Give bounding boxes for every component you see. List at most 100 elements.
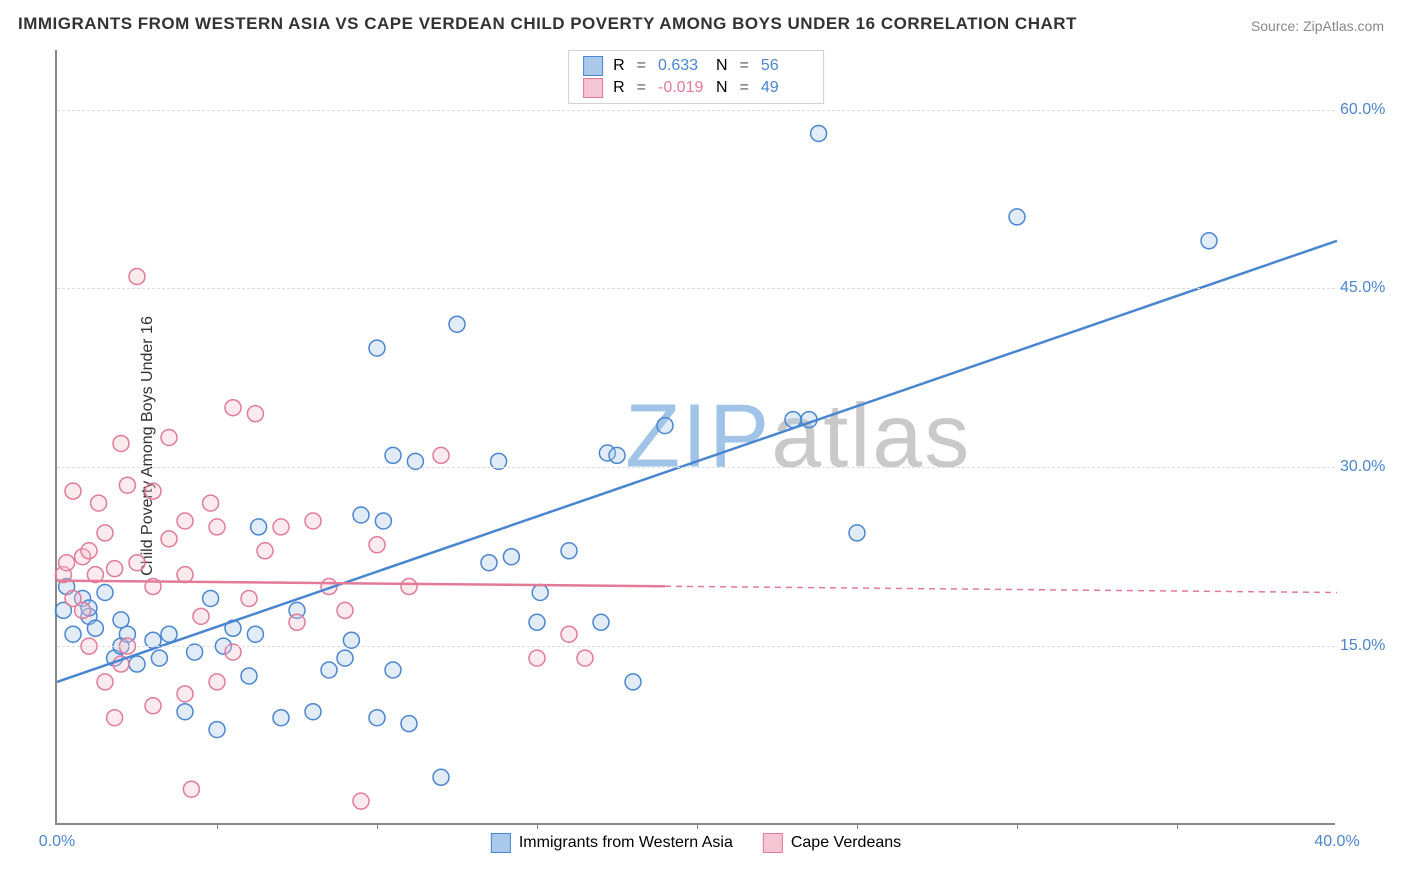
data-point-capeverde xyxy=(529,650,545,666)
legend-row-series2: R = -0.019 N = 49 xyxy=(583,77,809,99)
data-point-westasia xyxy=(337,650,353,666)
data-point-capeverde xyxy=(433,447,449,463)
equals-sign: = xyxy=(740,79,749,97)
data-point-capeverde xyxy=(209,519,225,535)
swatch-series2 xyxy=(763,833,783,853)
n-value-series2: 49 xyxy=(761,79,809,97)
data-point-capeverde xyxy=(75,602,91,618)
gridline xyxy=(57,467,1335,468)
data-point-westasia xyxy=(87,620,103,636)
data-point-capeverde xyxy=(91,495,107,511)
data-point-westasia xyxy=(97,585,113,601)
data-point-capeverde xyxy=(65,483,81,499)
data-point-westasia xyxy=(849,525,865,541)
scatter-svg xyxy=(57,50,1335,823)
data-point-westasia xyxy=(321,662,337,678)
data-point-westasia xyxy=(503,549,519,565)
data-point-westasia xyxy=(251,519,267,535)
data-point-capeverde xyxy=(161,430,177,446)
plot-area: ZIPatlas R = 0.633 N = 56 R = -0.019 N =… xyxy=(55,50,1335,825)
data-point-westasia xyxy=(247,626,263,642)
data-point-capeverde xyxy=(107,710,123,726)
legend-item-series1: Immigrants from Western Asia xyxy=(491,833,733,853)
equals-sign: = xyxy=(740,57,749,75)
legend-row-series1: R = 0.633 N = 56 xyxy=(583,55,809,77)
data-point-capeverde xyxy=(145,483,161,499)
data-point-westasia xyxy=(375,513,391,529)
data-point-capeverde xyxy=(59,555,75,571)
data-point-capeverde xyxy=(97,674,113,690)
data-point-westasia xyxy=(609,447,625,463)
data-point-westasia xyxy=(177,704,193,720)
x-tick-mark xyxy=(857,823,858,829)
series1-label: Immigrants from Western Asia xyxy=(519,834,733,852)
y-tick-label: 45.0% xyxy=(1340,279,1395,297)
data-point-capeverde xyxy=(561,626,577,642)
data-point-capeverde xyxy=(225,400,241,416)
data-point-westasia xyxy=(65,626,81,642)
data-point-capeverde xyxy=(97,525,113,541)
data-point-capeverde xyxy=(203,495,219,511)
data-point-westasia xyxy=(401,716,417,732)
data-point-capeverde xyxy=(241,590,257,606)
chart-title: IMMIGRANTS FROM WESTERN ASIA VS CAPE VER… xyxy=(18,14,1077,34)
x-tick-mark xyxy=(217,823,218,829)
data-point-westasia xyxy=(203,590,219,606)
data-point-capeverde xyxy=(273,519,289,535)
swatch-series2 xyxy=(583,78,603,98)
x-tick-mark xyxy=(1177,823,1178,829)
data-point-westasia xyxy=(209,722,225,738)
gridline xyxy=(57,288,1335,289)
data-point-westasia xyxy=(449,316,465,332)
data-point-westasia xyxy=(657,418,673,434)
swatch-series1 xyxy=(583,56,603,76)
data-point-capeverde xyxy=(401,579,417,595)
x-tick-mark xyxy=(697,823,698,829)
data-point-westasia xyxy=(529,614,545,630)
data-point-capeverde xyxy=(193,608,209,624)
r-label: R xyxy=(613,57,625,75)
data-point-westasia xyxy=(305,704,321,720)
data-point-westasia xyxy=(811,125,827,141)
x-tick-label: 0.0% xyxy=(39,833,75,851)
data-point-capeverde xyxy=(183,781,199,797)
data-point-capeverde xyxy=(577,650,593,666)
data-point-westasia xyxy=(561,543,577,559)
x-tick-mark xyxy=(537,823,538,829)
data-point-westasia xyxy=(369,340,385,356)
equals-sign: = xyxy=(637,79,646,97)
data-point-westasia xyxy=(273,710,289,726)
data-point-westasia xyxy=(369,710,385,726)
y-tick-label: 60.0% xyxy=(1340,101,1395,119)
data-point-westasia xyxy=(161,626,177,642)
data-point-capeverde xyxy=(113,435,129,451)
data-point-capeverde xyxy=(81,543,97,559)
data-point-westasia xyxy=(593,614,609,630)
data-point-westasia xyxy=(1201,233,1217,249)
data-point-capeverde xyxy=(177,686,193,702)
n-value-series1: 56 xyxy=(761,57,809,75)
data-point-capeverde xyxy=(177,513,193,529)
source-attribution: Source: ZipAtlas.com xyxy=(1251,18,1384,34)
data-point-westasia xyxy=(151,650,167,666)
data-point-capeverde xyxy=(177,567,193,583)
x-tick-label: 40.0% xyxy=(1314,833,1359,851)
r-label: R xyxy=(613,79,625,97)
gridline xyxy=(57,646,1335,647)
r-value-series2: -0.019 xyxy=(658,79,706,97)
x-tick-mark xyxy=(1017,823,1018,829)
data-point-westasia xyxy=(385,662,401,678)
data-point-westasia xyxy=(433,769,449,785)
gridline xyxy=(57,110,1335,111)
data-point-westasia xyxy=(625,674,641,690)
data-point-capeverde xyxy=(337,602,353,618)
correlation-legend: R = 0.633 N = 56 R = -0.019 N = 49 xyxy=(568,50,824,104)
data-point-capeverde xyxy=(289,614,305,630)
equals-sign: = xyxy=(637,57,646,75)
legend-item-series2: Cape Verdeans xyxy=(763,833,901,853)
data-point-westasia xyxy=(1009,209,1025,225)
y-tick-label: 30.0% xyxy=(1340,458,1395,476)
swatch-series1 xyxy=(491,833,511,853)
data-point-capeverde xyxy=(369,537,385,553)
series-legend: Immigrants from Western Asia Cape Verdea… xyxy=(491,833,901,853)
